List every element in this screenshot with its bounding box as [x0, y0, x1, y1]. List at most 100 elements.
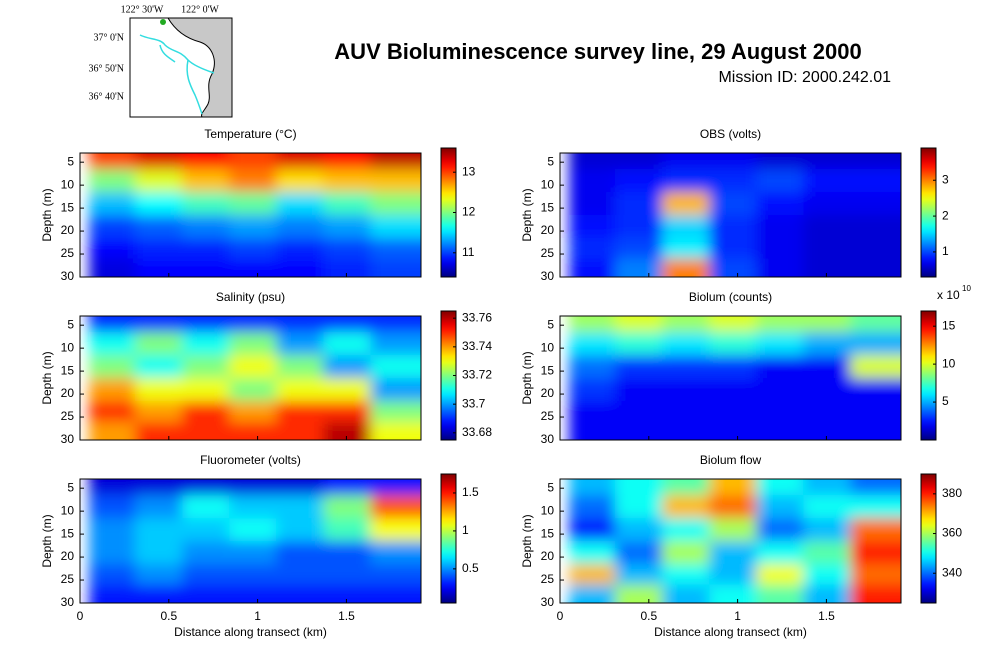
heatmap-cell [88, 169, 136, 193]
heatmap-cell [88, 237, 136, 260]
y-tick-label: 10 [61, 177, 75, 191]
colorbar-tick-label: 13 [462, 164, 476, 178]
heatmap-cell [803, 215, 851, 239]
y-axis-label: Depth (m) [520, 351, 534, 404]
heatmap-cell [323, 237, 371, 260]
heatmap-cell [850, 316, 901, 333]
heatmap-cell [709, 332, 757, 356]
heatmap-cell [276, 563, 324, 586]
heatmap-cell [615, 237, 663, 260]
heatmap-cell [323, 541, 371, 565]
colorbar-tick-label: 33.76 [462, 310, 492, 324]
heatmap-cell [323, 215, 371, 239]
panel: 5 10 15 20 25 30 Salinity (psu) Depth (m) 33.68 3… [40, 290, 492, 446]
heatmap-cell [709, 421, 757, 440]
heatmap-cell [850, 421, 901, 440]
heatmap-cell [803, 495, 851, 519]
heatmap-cell [568, 479, 616, 496]
heatmap-cell [135, 421, 183, 440]
heatmap-cell [662, 237, 710, 260]
heatmap-cell [756, 153, 804, 170]
heatmap-cell [662, 258, 710, 277]
heatmap-cell [756, 332, 804, 356]
heatmap-cell [182, 421, 230, 440]
heatmap-cell [323, 400, 371, 423]
heatmap-cell [323, 258, 371, 277]
y-tick-label: 20 [541, 549, 555, 563]
heatmap-cell [229, 400, 277, 423]
x-tick-label: 1 [734, 609, 741, 623]
heatmap-cell [229, 355, 277, 379]
y-tick-label: 30 [541, 432, 555, 446]
y-axis-label: Depth (m) [40, 351, 54, 404]
heatmap-cell [229, 332, 277, 356]
heatmap-cell [662, 192, 710, 216]
colorbar-tick-label: 5 [942, 394, 949, 408]
x-tick-label: 1.5 [818, 609, 835, 623]
heatmap-cell [568, 563, 616, 586]
panel: 5 10 15 20 25 300 0.5 1 1.5 Fluorometer (volts) De… [40, 453, 479, 639]
heatmap-cell [276, 192, 324, 216]
heatmap-cell [182, 237, 230, 260]
heatmap-cell [370, 541, 421, 565]
panel: 5 10 15 20 25 30 OBS (volts) Depth (m) 1 2 3 [520, 127, 949, 283]
heatmap-cell [662, 421, 710, 440]
heatmap-cell [850, 378, 901, 402]
heatmap-cell [88, 215, 136, 239]
x-tick-label: 1 [254, 609, 261, 623]
heatmap-cell [135, 518, 183, 542]
map-rivers [139, 34, 215, 115]
heatmap-cell [803, 378, 851, 402]
heatmap-cell [182, 153, 230, 170]
heatmap-cell [135, 495, 183, 519]
heatmap-cell [323, 518, 371, 542]
y-tick-label: 30 [61, 269, 75, 283]
heatmap-cell [276, 518, 324, 542]
y-tick-label: 5 [67, 154, 74, 168]
heatmap-cell [182, 400, 230, 423]
heatmap-cells [568, 153, 901, 277]
heatmap-cell [229, 479, 277, 496]
colorbar-tick-label: 1 [942, 244, 949, 258]
plot-frame [559, 152, 902, 278]
heatmap-cell [276, 237, 324, 260]
y-tick-label: 5 [67, 317, 74, 331]
heatmap-cell [182, 584, 230, 603]
colorbar-tick-label: 2 [942, 208, 949, 222]
heatmap-cell [135, 479, 183, 496]
plot-frame [559, 315, 902, 441]
heatmap-cell [709, 479, 757, 496]
heatmap-cell [568, 421, 616, 440]
heatmap-cell [276, 153, 324, 170]
heatmap-cell [615, 169, 663, 193]
x-axis-label: Distance along transect (km) [174, 625, 327, 639]
heatmap-cell [276, 378, 324, 402]
heatmap-cell [756, 378, 804, 402]
y-tick-label: 15 [541, 363, 555, 377]
colorbar-tick-label: 360 [942, 526, 962, 540]
map-x-label: 122° 30'W [121, 4, 164, 15]
heatmap-cell [323, 495, 371, 519]
heatmap-cell [709, 400, 757, 423]
heatmap-cell [803, 169, 851, 193]
heatmap-cells [88, 479, 421, 603]
heatmap-cell [615, 400, 663, 423]
heatmap-cell [803, 563, 851, 586]
heatmap-cell [182, 332, 230, 356]
heatmap-cell [135, 332, 183, 356]
heatmap-cell [615, 192, 663, 216]
panel: 5 10 15 20 25 300 0.5 1 1.5 Biolum flow Depth (m) D… [520, 453, 962, 639]
heatmap-cell [88, 258, 136, 277]
heatmap-cell [229, 316, 277, 333]
heatmap-cell [615, 495, 663, 519]
heatmap-cells [88, 153, 421, 277]
heatmap-cell [276, 332, 324, 356]
y-tick-label: 20 [61, 223, 75, 237]
heatmap-cell [756, 237, 804, 260]
heatmap-cell [803, 237, 851, 260]
heatmap-cell [135, 400, 183, 423]
heatmap-cell [662, 495, 710, 519]
plot-frame [559, 478, 902, 604]
heatmap-cell [229, 421, 277, 440]
colorbar-tick-label: 10 [942, 356, 956, 370]
